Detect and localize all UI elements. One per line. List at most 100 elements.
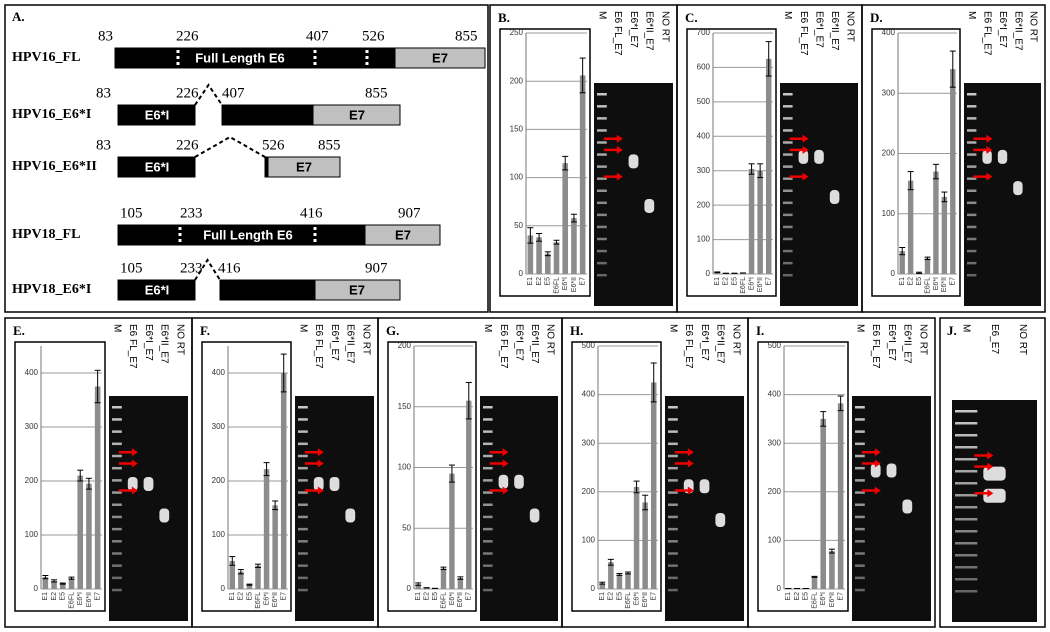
ladder-band xyxy=(483,479,493,482)
gel-band xyxy=(798,149,809,164)
lane-label: E6*I_E7 xyxy=(997,11,1008,48)
ladder-band xyxy=(483,491,493,494)
x-tick-label: E6FL xyxy=(811,592,818,609)
gel-image xyxy=(295,396,374,621)
y-tick-label: 100 xyxy=(768,536,782,545)
panel-title: A. xyxy=(12,9,25,24)
ladder-band xyxy=(668,442,678,446)
position-label: 855 xyxy=(365,85,388,101)
x-tick-label: E2 xyxy=(238,592,245,601)
ladder-band xyxy=(668,430,678,433)
construct-segment xyxy=(364,224,441,246)
ladder-band xyxy=(967,153,977,156)
y-tick-label: 600 xyxy=(697,63,711,72)
bar xyxy=(579,75,586,274)
segment-label: E7 xyxy=(349,282,365,297)
segment-label: Full Length E6 xyxy=(203,227,293,242)
segment-label: E6*I xyxy=(145,107,170,122)
y-tick-label: 500 xyxy=(697,97,711,106)
bar xyxy=(924,258,931,274)
position-label: 416 xyxy=(218,260,241,276)
x-tick-label: E7 xyxy=(281,592,288,601)
x-tick-label: E5 xyxy=(916,277,923,286)
bar xyxy=(562,163,569,274)
lane-label: E6 FL_E7 xyxy=(683,324,694,369)
ladder-band xyxy=(112,454,122,458)
ladder-band xyxy=(298,576,308,580)
bar xyxy=(77,475,84,589)
bar xyxy=(553,242,560,274)
arrow-head xyxy=(317,448,324,457)
x-tick-label: E7 xyxy=(94,592,101,601)
lane-label: NO RT xyxy=(360,324,371,355)
lane-label: M xyxy=(297,324,308,332)
ladder-band xyxy=(967,189,977,192)
ladder-band xyxy=(298,491,308,494)
lane-label: E6*I_E7 xyxy=(143,324,154,361)
segment-label: E6*I xyxy=(145,282,170,297)
x-tick-label: E6*I xyxy=(562,277,569,290)
ladder-band xyxy=(597,201,607,205)
y-tick-label: 200 xyxy=(212,476,226,485)
ladder-band xyxy=(955,470,978,473)
ladder-band xyxy=(783,141,793,144)
ladder-band xyxy=(855,588,865,592)
position-label: 855 xyxy=(455,28,478,44)
gel-band xyxy=(983,488,1006,503)
ladder-band xyxy=(955,434,978,437)
position-label: 233 xyxy=(180,260,203,276)
position-label: 105 xyxy=(120,205,143,221)
bar xyxy=(650,382,657,589)
lane-label: E6 FL_E7 xyxy=(498,324,509,369)
ladder-band xyxy=(967,249,977,253)
x-tick-label: E1 xyxy=(599,592,606,601)
ladder-band xyxy=(855,527,865,531)
y-tick-label: 150 xyxy=(398,402,412,411)
ladder-band xyxy=(483,406,493,409)
ladder-band xyxy=(668,576,678,580)
ladder-band xyxy=(955,422,978,425)
y-tick-label: 0 xyxy=(591,584,596,593)
segment-label: E7 xyxy=(395,227,411,242)
bar xyxy=(571,218,577,274)
ladder-band xyxy=(955,410,978,413)
x-tick-label: E6*II xyxy=(642,592,649,607)
lane-label: E6 FL_E7 xyxy=(798,11,809,56)
bar xyxy=(765,58,772,275)
bar xyxy=(933,171,939,274)
lane-label: E6*II_E7 xyxy=(1012,11,1023,51)
ladder-band xyxy=(483,527,493,531)
x-tick-label: E6*II xyxy=(941,277,948,292)
arrow-head xyxy=(874,486,881,495)
ladder-band xyxy=(855,503,865,506)
x-tick-label: E6FL xyxy=(68,592,75,609)
bar xyxy=(68,578,75,589)
x-tick-label: E5 xyxy=(60,592,67,601)
construct-segment xyxy=(117,279,196,301)
lane-label: E6*I_E7 xyxy=(813,11,824,48)
construct-segment xyxy=(312,104,401,126)
ladder-band xyxy=(967,105,977,108)
bar xyxy=(527,235,534,274)
x-tick-label: E7 xyxy=(466,592,473,601)
y-tick-label: 400 xyxy=(25,368,39,377)
bar xyxy=(820,418,827,589)
ladder-band xyxy=(855,576,865,580)
bar xyxy=(714,272,721,274)
bar xyxy=(941,196,948,274)
gel-band xyxy=(628,154,639,169)
construct-name: HPV18_E6*I xyxy=(12,282,91,297)
bar xyxy=(544,253,551,274)
ladder-band xyxy=(783,177,793,180)
x-tick-label: E5 xyxy=(432,592,439,601)
bar xyxy=(229,560,236,589)
bar xyxy=(457,578,464,589)
ladder-band xyxy=(783,237,793,241)
panel-frame xyxy=(747,317,936,628)
ladder-band xyxy=(112,491,122,494)
ladder-band xyxy=(955,506,978,509)
ladder-band xyxy=(597,165,607,168)
y-tick-label: 100 xyxy=(582,536,596,545)
ladder-band xyxy=(855,564,865,567)
position-label: 855 xyxy=(318,137,341,153)
